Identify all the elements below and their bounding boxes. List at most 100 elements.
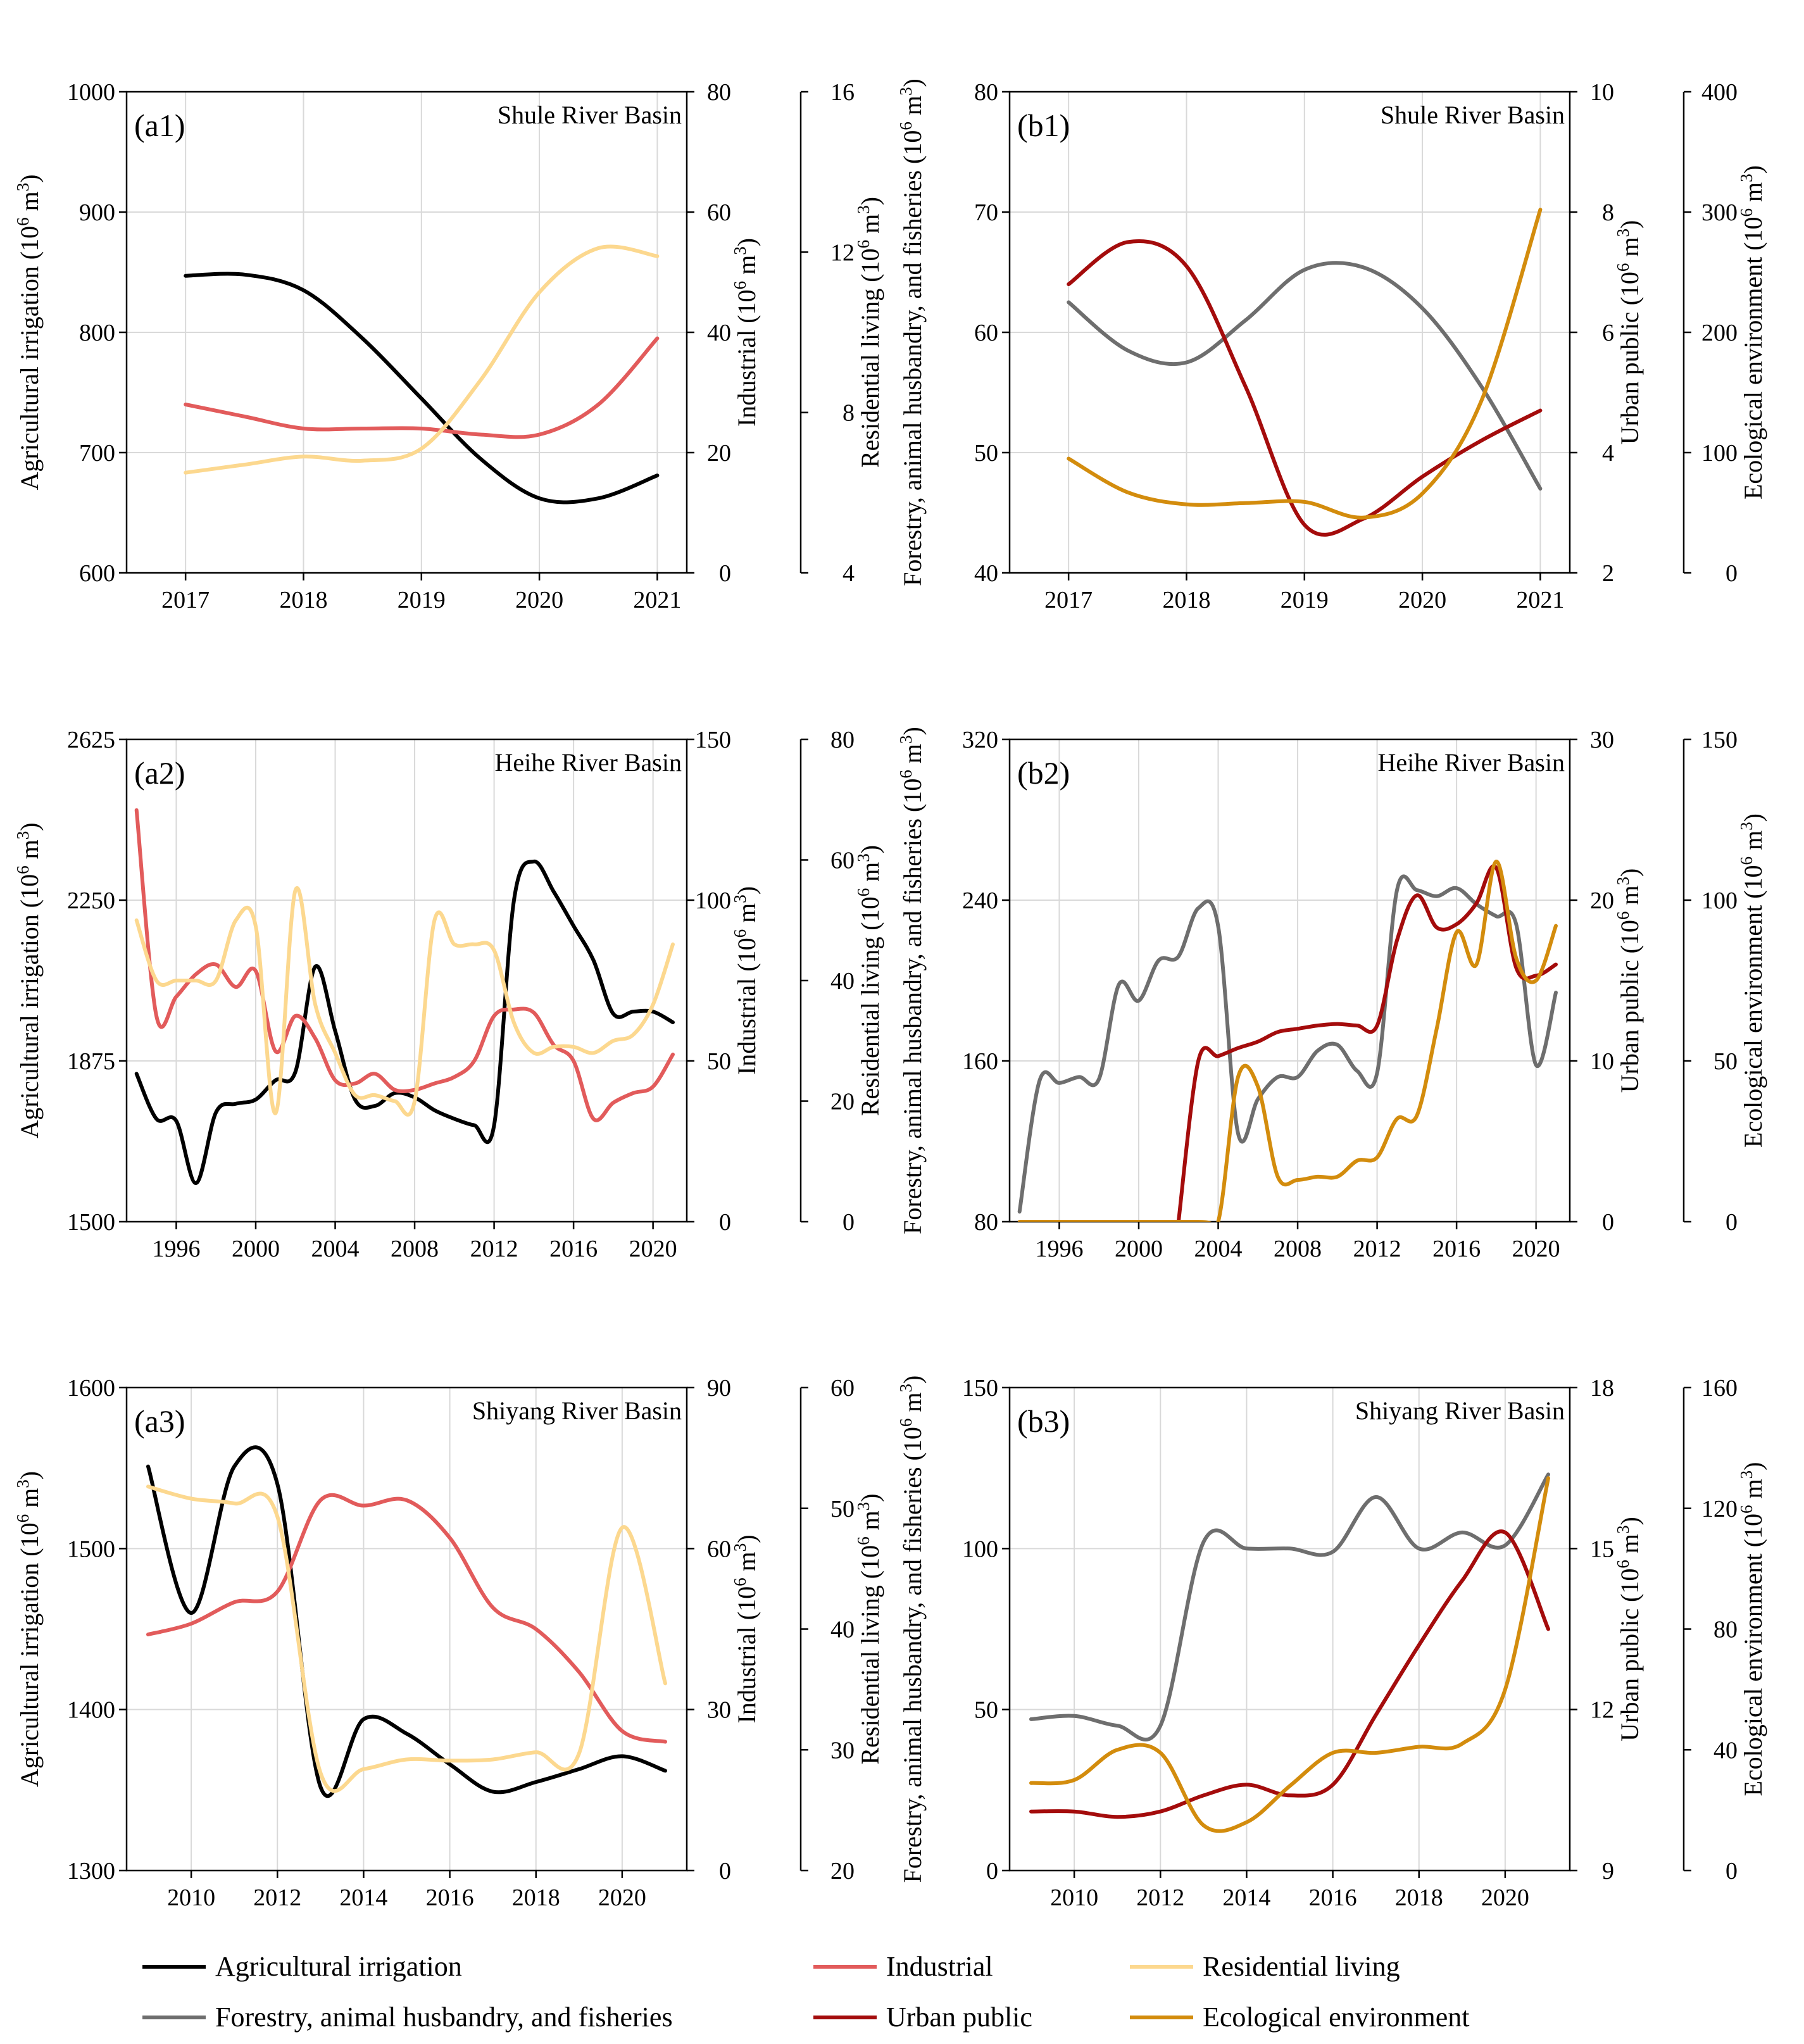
x-tick-label: 2014: [1222, 1884, 1270, 1911]
series-line-agri: [134, 860, 675, 1186]
y3-tick-label: 20: [830, 1089, 855, 1115]
x-tick-label: 2016: [1432, 1236, 1481, 1262]
y3-tick-label: 40: [830, 968, 855, 994]
x-tick-label: 2018: [279, 587, 327, 613]
basin-title: Heihe River Basin: [1378, 748, 1565, 777]
panel-b3: 2010 2012 2014 2016 2018 2020050100150Forestr…: [896, 1375, 1767, 1911]
plot-frame: [1008, 738, 1571, 1223]
x-tick-label: 2004: [1194, 1236, 1243, 1262]
y-tick-label: 80: [974, 79, 998, 106]
panel-a3: 2010 2012 2014 2016 2018 2020 1300 1400 1500 1600…: [13, 1375, 884, 1911]
panel-label: (b2): [1017, 755, 1070, 791]
legend-label: Industrial: [886, 1951, 993, 1982]
x-tick-label: 2020: [1481, 1884, 1529, 1911]
y-tick-label: 1500: [67, 1536, 115, 1562]
y3-tick-label: 16: [830, 79, 855, 106]
y-tick-label: 70: [974, 199, 998, 226]
y2-axis-label: Industrial (106 m3): [730, 1534, 761, 1723]
series-line-agri: [146, 1445, 667, 1798]
y2-axis-label: Urban public (106 m3): [1613, 1517, 1644, 1741]
x-tick-label: 2020: [629, 1236, 677, 1262]
y2-tick-label: 0: [1602, 1209, 1614, 1236]
legend-label: Residential living: [1203, 1951, 1400, 1982]
y-tick-label: 40: [974, 560, 998, 587]
y2-axis-label: Urban public (106 m3): [1613, 868, 1644, 1093]
series-line-residential: [134, 886, 675, 1117]
y-axis-label: Forestry, animal husbandry, and fisherie…: [896, 1376, 927, 1883]
series-line-forestry: [1067, 261, 1543, 491]
y2-tick-label: 90: [707, 1375, 731, 1401]
panel-label: (a2): [134, 755, 185, 791]
y-axis-label: Agricultural irrigation (106 m3): [13, 1471, 44, 1787]
y2-tick-label: 30: [1590, 727, 1614, 753]
y-tick-label: 2250: [67, 887, 115, 914]
x-tick-label: 2019: [1281, 587, 1329, 613]
series-line-industrial: [134, 808, 675, 1122]
series-line-urban: [1029, 1529, 1550, 1819]
y-axis-label: Forestry, animal husbandry, and fisherie…: [896, 727, 927, 1234]
y2-tick-label: 50: [707, 1048, 731, 1075]
series-line-residential: [146, 1484, 667, 1793]
y-tick-label: 1000: [67, 79, 115, 106]
series-line-agri: [184, 272, 660, 505]
y3-tick-label: 60: [830, 848, 855, 874]
y3-tick-label: 30: [830, 1737, 855, 1764]
x-tick-label: 2018: [512, 1884, 560, 1911]
y-tick-label: 100: [962, 1536, 998, 1562]
panel-a2: 1996 2000 2004 2008 2012 2016 2020150018752250…: [13, 727, 884, 1262]
y-tick-label: 240: [962, 887, 998, 914]
y2-tick-label: 15: [1590, 1536, 1614, 1562]
basin-title: Heihe River Basin: [495, 748, 682, 777]
x-tick-label: 2000: [232, 1236, 280, 1262]
series-line-urban: [1176, 864, 1558, 1222]
y-tick-label: 1400: [67, 1697, 115, 1724]
y3-tick-label: 120: [1701, 1496, 1738, 1522]
y2-tick-label: 10: [1590, 79, 1614, 106]
y3-tick-label: 200: [1701, 320, 1738, 346]
y3-axis-label: Ecological environment (106 m3): [1737, 813, 1767, 1148]
y3-tick-label: 0: [1726, 1858, 1738, 1884]
y-tick-label: 160: [962, 1048, 998, 1075]
x-tick-label: 2017: [161, 587, 210, 613]
y-tick-label: 320: [962, 727, 998, 753]
y3-tick-label: 300: [1701, 199, 1738, 226]
y3-tick-label: 50: [830, 1496, 855, 1522]
basin-title: Shiyang River Basin: [472, 1396, 682, 1425]
x-tick-label: 2019: [398, 587, 446, 613]
y3-tick-label: 20: [830, 1858, 855, 1884]
x-tick-label: 1996: [152, 1236, 200, 1262]
y3-tick-label: 0: [1726, 1209, 1738, 1236]
x-tick-label: 1996: [1035, 1236, 1083, 1262]
x-tick-label: 2018: [1162, 587, 1210, 613]
y2-tick-label: 60: [707, 199, 731, 226]
y2-tick-label: 2: [1602, 560, 1614, 587]
x-tick-label: 2004: [311, 1236, 360, 1262]
series-group: [1017, 859, 1558, 1222]
y2-tick-label: 20: [707, 440, 731, 467]
x-tick-label: 2012: [1136, 1884, 1184, 1911]
series-group: [184, 244, 660, 505]
y-tick-label: 700: [79, 440, 115, 467]
y-tick-label: 0: [986, 1858, 998, 1884]
y-tick-label: 2625: [67, 727, 115, 753]
y-tick-label: 80: [974, 1209, 998, 1236]
plot-frame: [125, 1386, 688, 1872]
y2-tick-label: 9: [1602, 1858, 1614, 1884]
y-tick-label: 150: [962, 1375, 998, 1401]
x-tick-label: 2018: [1395, 1884, 1443, 1911]
legend-label: Forestry, animal husbandry, and fisherie…: [215, 2002, 673, 2033]
y2-tick-label: 10: [1590, 1048, 1614, 1075]
panel-b2: 1996 2000 2004 2008 2012 2016 202080160240320F…: [896, 727, 1767, 1262]
x-tick-label: 2012: [1353, 1236, 1401, 1262]
series-group: [1029, 1472, 1550, 1833]
y3-axis-label: Residential living (106 m3): [854, 845, 884, 1116]
legend-label: Ecological environment: [1203, 2002, 1470, 2033]
y-axis-label: Agricultural irrigation (106 m3): [13, 174, 44, 490]
x-tick-label: 2020: [598, 1884, 646, 1911]
y-tick-label: 60: [974, 320, 998, 346]
x-tick-label: 2016: [426, 1884, 474, 1911]
y2-tick-label: 20: [1590, 887, 1614, 914]
x-tick-label: 2020: [515, 587, 563, 613]
y3-tick-label: 40: [830, 1617, 855, 1643]
y2-tick-label: 60: [707, 1536, 731, 1562]
